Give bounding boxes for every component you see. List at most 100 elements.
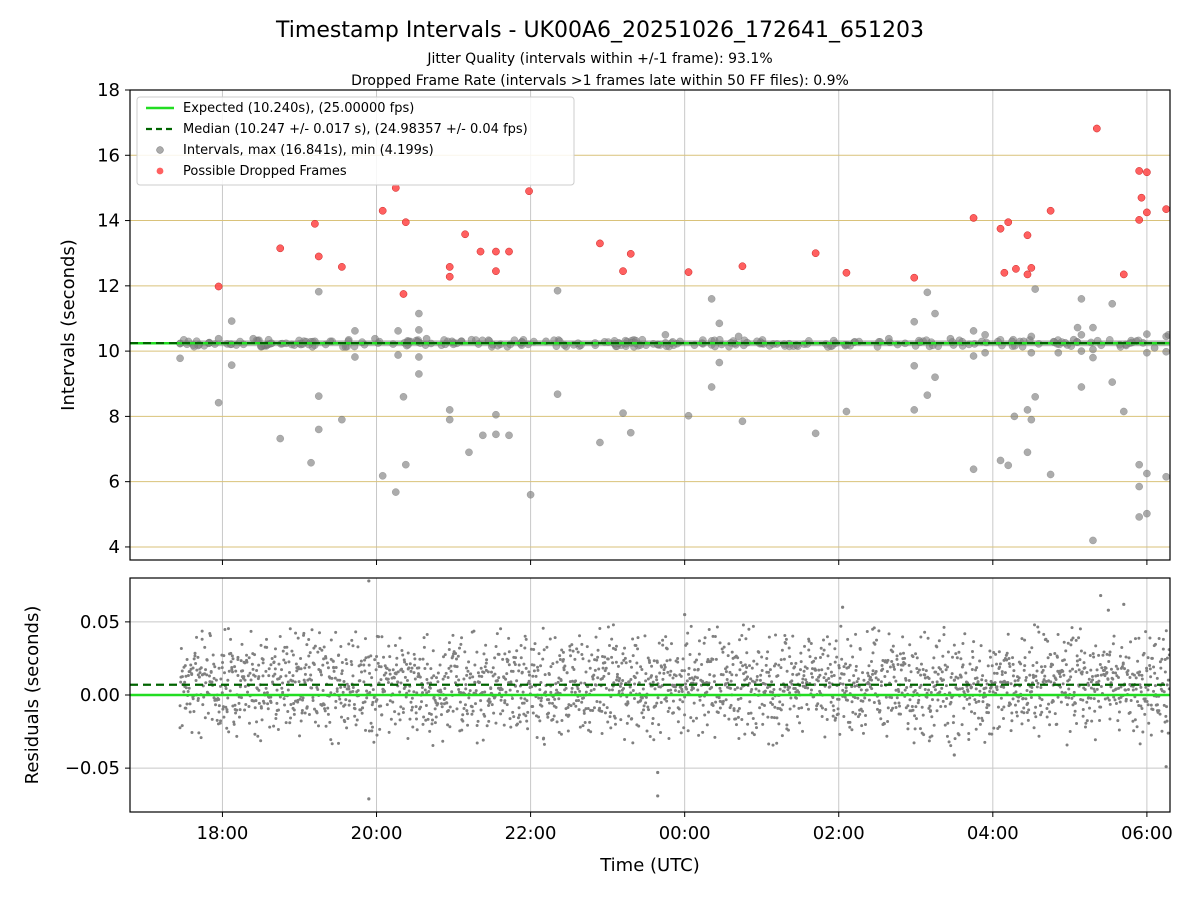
residual-point	[277, 708, 281, 712]
residual-point	[919, 673, 923, 677]
residual-point	[373, 658, 377, 662]
residual-point	[935, 709, 939, 713]
residual-point	[444, 696, 448, 700]
residual-point	[464, 687, 468, 691]
residual-point	[677, 690, 681, 694]
residual-point	[951, 721, 955, 725]
residual-point	[354, 630, 358, 634]
residual-point	[1157, 637, 1161, 641]
residual-point	[805, 666, 809, 670]
residual-point	[673, 689, 677, 693]
interval-point	[1031, 392, 1040, 401]
residual-point	[441, 655, 445, 659]
residual-point	[323, 709, 327, 713]
residual-point	[531, 704, 535, 708]
residual-point	[1075, 722, 1079, 726]
residual-point	[542, 742, 546, 746]
residual-point	[1002, 685, 1006, 689]
residual-point	[680, 687, 684, 691]
residual-point	[964, 671, 968, 675]
residual-point	[967, 702, 971, 706]
residual-point	[898, 652, 902, 656]
residual-point	[882, 721, 886, 725]
residual-point	[460, 636, 464, 640]
residual-point	[566, 729, 570, 733]
residual-point	[319, 673, 323, 677]
residual-point	[736, 709, 740, 713]
residual-point	[766, 686, 770, 690]
residual-point	[217, 666, 221, 670]
residual-point	[1076, 663, 1080, 667]
residual-point	[914, 717, 918, 721]
residual-point	[560, 719, 564, 723]
residual-point	[360, 706, 364, 710]
residual-point	[1149, 675, 1153, 679]
residual-point	[257, 663, 261, 667]
residual-point	[866, 671, 870, 675]
residual-point	[842, 665, 846, 669]
residual-point	[304, 663, 308, 667]
residual-point	[722, 645, 726, 649]
residual-point	[728, 670, 732, 674]
residual-point	[526, 710, 530, 714]
residual-point	[1158, 712, 1162, 716]
residual-point	[619, 718, 623, 722]
residual-point	[594, 635, 598, 639]
residual-point	[256, 734, 260, 738]
residual-point	[346, 716, 350, 720]
residual-point	[393, 710, 397, 714]
residual-point	[334, 706, 338, 710]
residual-point	[432, 695, 436, 699]
residual-point	[667, 737, 671, 741]
residual-point	[617, 689, 621, 693]
residual-point	[396, 680, 400, 684]
residual-point	[711, 634, 715, 638]
residual-point	[943, 723, 947, 727]
residual-point	[515, 649, 519, 653]
bottom-y-tick-label: 0.05	[80, 612, 120, 633]
residual-point	[655, 660, 659, 664]
residual-point	[921, 667, 925, 671]
residual-point	[666, 688, 670, 692]
residual-point	[821, 652, 825, 656]
residual-point	[739, 687, 743, 691]
interval-point	[1135, 482, 1144, 491]
dropped-frame-point	[399, 290, 408, 298]
residual-point	[291, 653, 295, 657]
residual-point	[180, 669, 184, 673]
residual-point	[549, 665, 553, 669]
residual-point	[411, 725, 415, 729]
residual-point	[371, 700, 375, 704]
residual-point	[544, 690, 548, 694]
residual-point	[339, 645, 343, 649]
residual-point	[760, 655, 764, 659]
residual-point	[318, 631, 322, 635]
residual-point	[828, 685, 832, 689]
residual-point	[1056, 695, 1060, 699]
residual-point	[412, 690, 416, 694]
residual-point	[1078, 658, 1082, 662]
residual-point	[1161, 637, 1165, 641]
residual-point	[511, 669, 515, 673]
residual-outlier-point	[952, 753, 956, 757]
residual-point	[1103, 697, 1107, 701]
dropped-frame-point	[525, 187, 533, 196]
interval-point	[1073, 323, 1082, 332]
residual-point	[828, 662, 832, 666]
residual-point	[635, 661, 639, 665]
residual-point	[867, 682, 871, 686]
residual-point	[350, 638, 354, 642]
residual-point	[338, 678, 342, 682]
residual-point	[758, 678, 762, 682]
residual-point	[395, 656, 399, 660]
residual-point	[594, 683, 598, 687]
residual-point	[433, 707, 437, 711]
residual-point	[1146, 688, 1150, 692]
residual-point	[203, 716, 207, 720]
residual-point	[820, 668, 824, 672]
residual-point	[927, 688, 931, 692]
residual-point	[989, 685, 993, 689]
residual-point	[554, 682, 558, 686]
residual-point	[898, 704, 902, 708]
